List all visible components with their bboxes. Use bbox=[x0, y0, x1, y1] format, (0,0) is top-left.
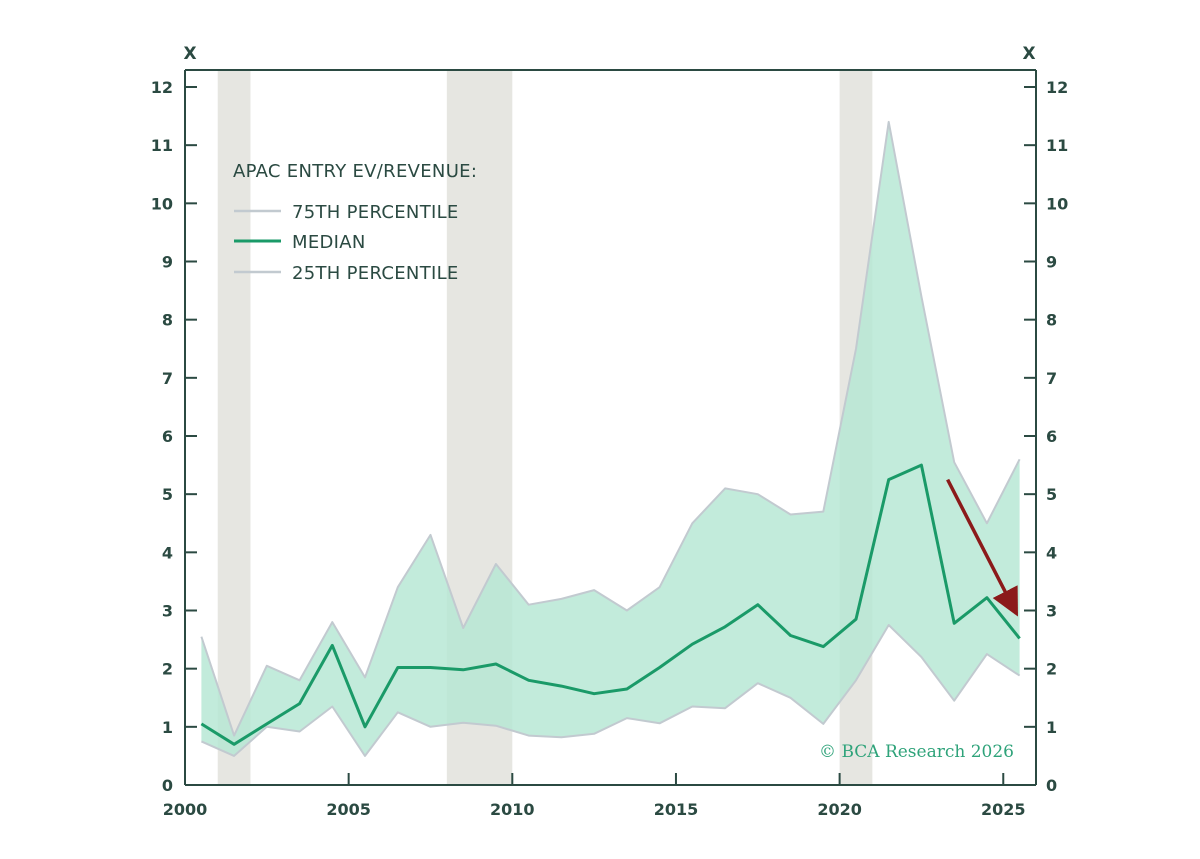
x-tick-label-2005: 2005 bbox=[326, 800, 371, 819]
y-tick-label-right-2: 2 bbox=[1046, 660, 1057, 679]
y-tick-label-right-9: 9 bbox=[1046, 253, 1057, 272]
series-line-layer bbox=[200, 120, 1021, 757]
series-line-75th-percentile bbox=[200, 120, 1021, 737]
y-tick-label-right-6: 6 bbox=[1046, 427, 1057, 446]
y-tick-label-right-3: 3 bbox=[1046, 602, 1057, 621]
legend-label-25th-percentile: 25TH PERCENTILE bbox=[292, 263, 459, 284]
percentile-band-area bbox=[201, 121, 1020, 756]
y-axis-unit-left: X bbox=[183, 44, 196, 64]
y-tick-label-left-4: 4 bbox=[162, 543, 173, 562]
legend: APAC ENTRY EV/REVENUE: 75TH PERCENTILE M… bbox=[233, 161, 477, 284]
y-tick-label-left-9: 9 bbox=[162, 253, 173, 272]
y-tick-label-left-11: 11 bbox=[151, 136, 173, 155]
y-tick-label-left-12: 12 bbox=[151, 78, 173, 97]
y-tick-label-right-10: 10 bbox=[1046, 194, 1068, 213]
y-tick-label-left-8: 8 bbox=[162, 311, 173, 330]
y-tick-label-right-4: 4 bbox=[1046, 543, 1057, 562]
y-tick-label-right-7: 7 bbox=[1046, 369, 1057, 388]
legend-title: APAC ENTRY EV/REVENUE: bbox=[233, 161, 477, 182]
legend-label-median: MEDIAN bbox=[292, 232, 366, 253]
y-tick-label-right-0: 0 bbox=[1046, 776, 1057, 795]
bca-research-watermark: © BCA Research 2026 bbox=[819, 742, 1014, 762]
x-tick-label-2015: 2015 bbox=[654, 800, 699, 819]
legend-label-75th-percentile: 75TH PERCENTILE bbox=[292, 202, 459, 223]
x-tick-label-2000: 2000 bbox=[163, 800, 208, 819]
y-tick-label-right-8: 8 bbox=[1046, 311, 1057, 330]
y-tick-label-left-0: 0 bbox=[162, 776, 173, 795]
x-tick-label-2020: 2020 bbox=[817, 800, 862, 819]
shaded-period-1 bbox=[217, 70, 251, 785]
y-tick-label-right-1: 1 bbox=[1046, 718, 1057, 737]
x-tick-label-2010: 2010 bbox=[490, 800, 535, 819]
y-tick-label-left-1: 1 bbox=[162, 718, 173, 737]
series-line-25th-percentile bbox=[200, 624, 1021, 757]
x-tick-label-2025: 2025 bbox=[981, 800, 1026, 819]
annotation-layer bbox=[946, 478, 1018, 617]
y-tick-label-left-6: 6 bbox=[162, 427, 173, 446]
y-tick-label-right-12: 12 bbox=[1046, 78, 1068, 97]
y-tick-label-left-2: 2 bbox=[162, 660, 173, 679]
downtrend-arrow bbox=[946, 478, 1018, 617]
y-axis-unit-right: X bbox=[1022, 44, 1035, 64]
y-tick-label-left-5: 5 bbox=[162, 485, 173, 504]
y-tick-label-left-7: 7 bbox=[162, 369, 173, 388]
y-tick-label-right-5: 5 bbox=[1046, 485, 1057, 504]
y-tick-label-left-10: 10 bbox=[151, 194, 173, 213]
y-tick-label-left-3: 3 bbox=[162, 602, 173, 621]
series-line-median bbox=[200, 463, 1021, 746]
y-tick-label-right-11: 11 bbox=[1046, 136, 1068, 155]
percentile-band-layer bbox=[201, 121, 1020, 756]
axes-layer bbox=[184, 69, 1037, 786]
